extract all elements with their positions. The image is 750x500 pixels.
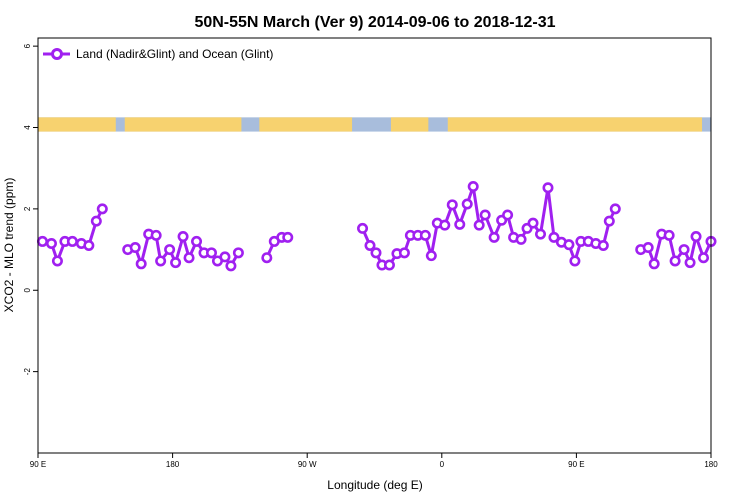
- data-point: [473, 219, 485, 231]
- data-point: [135, 258, 147, 270]
- data-point: [232, 247, 244, 259]
- data-point: [219, 251, 231, 263]
- y-tick-label: -2: [23, 368, 32, 376]
- data-point: [370, 247, 382, 259]
- data-point: [642, 242, 654, 254]
- data-point: [164, 244, 176, 256]
- x-axis: 90 E 180 90 W 0 90 E 180: [30, 453, 718, 469]
- data-point: [205, 247, 217, 259]
- data-point: [527, 217, 539, 229]
- x-tick-label: 0: [440, 460, 445, 469]
- data-point: [155, 255, 167, 267]
- data-point: [690, 231, 702, 243]
- data-point: [90, 215, 102, 227]
- land-band-segment: [447, 117, 703, 132]
- data-point: [357, 222, 369, 234]
- data-point: [446, 199, 458, 211]
- land-band-segment: [124, 117, 242, 132]
- data-point: [191, 235, 203, 247]
- x-tick-label: 90 E: [30, 460, 46, 469]
- plot-frame: [37, 37, 712, 454]
- data-point: [461, 198, 473, 210]
- x-axis-label: Longitude (deg E): [327, 478, 422, 492]
- data-point: [569, 255, 581, 267]
- data-point: [684, 257, 696, 269]
- data-point: [51, 255, 63, 267]
- data-point: [45, 237, 57, 249]
- data-point: [663, 229, 675, 241]
- data-point: [177, 231, 189, 243]
- chart-title: 50N-55N March (Ver 9) 2014-09-06 to 2018…: [194, 14, 555, 31]
- y-tick-label: 2: [23, 206, 32, 211]
- land-band-segment: [259, 117, 353, 132]
- data-point: [502, 209, 514, 221]
- data-point: [467, 181, 479, 193]
- data-point: [364, 240, 376, 252]
- data-point: [170, 257, 182, 269]
- data-point: [398, 247, 410, 259]
- data-point: [439, 219, 451, 231]
- data-point: [609, 203, 621, 215]
- data-point: [183, 252, 195, 264]
- land-band-segment: [390, 117, 429, 132]
- data-point: [678, 244, 690, 256]
- data-point: [548, 231, 560, 243]
- data-point: [96, 203, 108, 215]
- x-tick-label: 90 E: [568, 460, 584, 469]
- y-axis-label: XCO2 - MLO trend (ppm): [2, 178, 16, 313]
- legend: Land (Nadir&Glint) and Ocean (Glint): [43, 47, 273, 61]
- data-point: [36, 235, 48, 247]
- land-band-segment: [38, 117, 116, 132]
- y-tick-label: 6: [23, 43, 32, 48]
- data-point: [515, 233, 527, 245]
- land-ocean-band: [38, 117, 711, 132]
- data-point: [261, 252, 273, 264]
- data-point: [597, 240, 609, 252]
- data-point: [66, 235, 78, 247]
- y-axis: -2 0 2 4 6: [23, 43, 38, 375]
- data-point: [603, 215, 615, 227]
- x-tick-label: 180: [166, 460, 180, 469]
- data-point: [383, 259, 395, 271]
- data-point: [648, 258, 660, 270]
- data-point: [479, 209, 491, 221]
- y-tick-label: 0: [23, 287, 32, 292]
- legend-label: Land (Nadir&Glint) and Ocean (Glint): [76, 47, 273, 61]
- data-point: [542, 182, 554, 194]
- x-tick-label: 180: [704, 460, 718, 469]
- data-point: [419, 229, 431, 241]
- legend-marker-swatch: [51, 48, 63, 60]
- data-point: [425, 250, 437, 262]
- data-point: [535, 228, 547, 240]
- series-layer: [36, 181, 717, 272]
- data-point: [488, 231, 500, 243]
- data-point: [225, 260, 237, 272]
- data-point: [129, 242, 141, 254]
- data-point: [563, 239, 575, 251]
- data-point: [282, 231, 294, 243]
- data-point: [669, 255, 681, 267]
- y-tick-label: 4: [23, 125, 32, 130]
- x-tick-label: 90 W: [298, 460, 317, 469]
- data-point: [83, 240, 95, 252]
- data-point: [150, 229, 162, 241]
- data-point: [454, 218, 466, 230]
- data-point: [698, 252, 710, 264]
